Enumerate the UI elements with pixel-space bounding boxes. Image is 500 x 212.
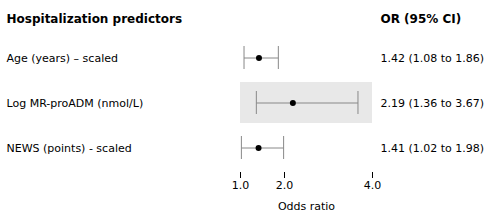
svg-text:Hospitalization predictors: Hospitalization predictors	[7, 12, 183, 26]
svg-text:OR (95% CI): OR (95% CI)	[381, 12, 462, 26]
svg-text:2.0: 2.0	[276, 179, 294, 192]
svg-text:1.0: 1.0	[232, 179, 250, 192]
svg-text:1.41 (1.02 to 1.98): 1.41 (1.02 to 1.98)	[381, 142, 485, 155]
svg-text:2.19 (1.36 to 3.67): 2.19 (1.36 to 3.67)	[381, 97, 485, 110]
svg-text:4.0: 4.0	[364, 179, 382, 192]
svg-text:1.42 (1.08 to 1.86): 1.42 (1.08 to 1.86)	[381, 52, 485, 65]
svg-text:Age (years) – scaled: Age (years) – scaled	[7, 52, 118, 65]
svg-text:Odds ratio: Odds ratio	[278, 200, 335, 212]
svg-text:Log MR-proADM (nmol/L): Log MR-proADM (nmol/L)	[7, 97, 144, 110]
svg-text:NEWS (points) - scaled: NEWS (points) - scaled	[7, 142, 132, 155]
